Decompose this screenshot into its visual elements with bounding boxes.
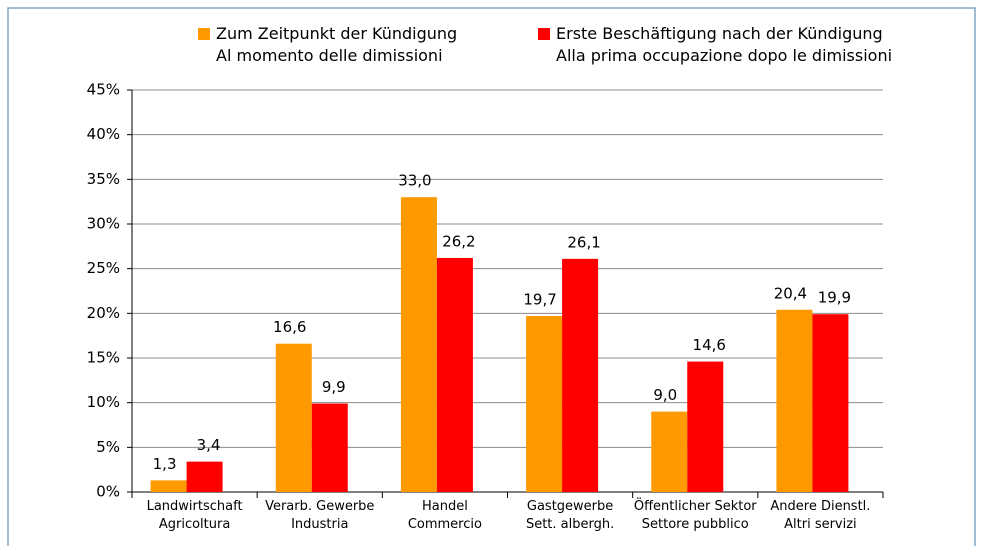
y-tick-label: 5% [96,438,120,456]
data-label: 3,4 [197,436,221,454]
data-label: 26,1 [567,233,600,251]
bar [812,314,849,492]
y-tick-label: 20% [87,304,120,322]
x-tick-label: Gastgewerbe Sett. albergh. [525,499,615,532]
y-tick-label: 35% [87,170,120,188]
data-label: 9,0 [653,386,677,404]
y-tick-label: 25% [87,259,120,277]
legend-swatch [538,28,550,40]
y-tick-label: 30% [87,215,120,233]
data-label: 19,7 [523,291,556,309]
y-tick-label: 40% [87,125,120,143]
data-label: 14,6 [693,336,726,354]
bar [562,258,599,492]
data-label: 9,9 [322,378,346,396]
y-tick-label: 0% [96,483,120,501]
data-label: 26,2 [442,232,475,250]
bar [687,361,724,492]
x-tick-label: Verarb. Gewerbe Industria [265,499,375,532]
bar [526,316,563,492]
data-label: 16,6 [273,318,306,336]
y-tick-label: 15% [87,349,120,367]
frame [7,7,976,546]
bar [400,197,437,492]
data-label: 20,4 [774,284,807,302]
y-tick-label: 10% [87,393,120,411]
x-tick-label: Handel Commercio [407,499,482,532]
bar [776,309,813,492]
legend-swatch [198,28,210,40]
bar [651,411,688,492]
bar [311,403,348,492]
bar [436,257,473,492]
data-label: 1,3 [153,455,177,473]
x-tick-label: Landwirtschaft Agricoltura [146,499,243,532]
x-tick-label: Andere Dienstl. Altri servizi [770,499,871,532]
data-label: 19,9 [818,289,851,307]
legend-label: Erste Beschäftigung nach der Kündigung A… [556,24,893,65]
bar [186,461,223,492]
y-tick-label: 45% [87,81,120,99]
x-tick-label: Öffentlicher Sektor Settore pubblico [633,499,757,532]
data-label: 33,0 [398,172,431,190]
bar [150,480,187,492]
bar [275,343,312,492]
legend-label: Zum Zeitpunkt der Kündigung Al momento d… [216,24,458,65]
